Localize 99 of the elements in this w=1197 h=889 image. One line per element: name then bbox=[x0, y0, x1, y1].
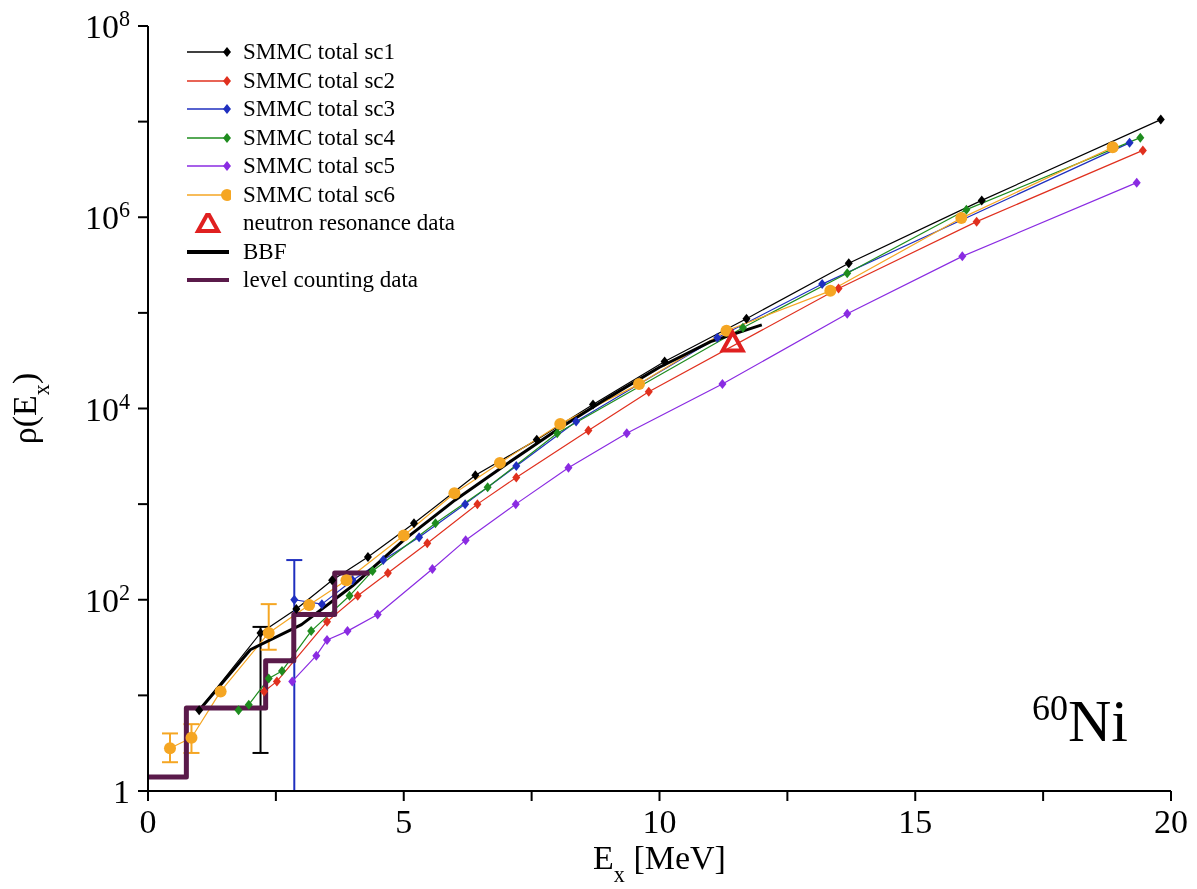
point bbox=[1125, 137, 1134, 148]
point bbox=[633, 378, 646, 391]
y-tick-label: 10$^{4}$ bbox=[84, 388, 130, 428]
point bbox=[195, 705, 204, 716]
point bbox=[589, 399, 597, 410]
point bbox=[383, 568, 392, 579]
point bbox=[644, 386, 653, 397]
point bbox=[260, 686, 269, 697]
point bbox=[448, 487, 461, 500]
legend-label: SMMC total sc2 bbox=[243, 66, 396, 95]
point bbox=[553, 428, 562, 439]
x-tick-label: 20 bbox=[1154, 803, 1188, 840]
legend-label: neutron resonance data bbox=[243, 209, 456, 237]
legend-label: level counting data bbox=[243, 266, 418, 294]
point bbox=[343, 626, 352, 637]
point bbox=[955, 212, 968, 225]
point bbox=[290, 594, 299, 605]
point bbox=[312, 650, 321, 661]
x-tick-label: 15 bbox=[898, 803, 933, 840]
point bbox=[718, 379, 727, 390]
point bbox=[234, 705, 243, 716]
x-tick-label: 0 bbox=[139, 803, 157, 840]
point bbox=[373, 609, 382, 620]
point bbox=[307, 626, 316, 637]
point bbox=[824, 284, 837, 297]
point bbox=[423, 538, 432, 549]
point bbox=[244, 699, 253, 710]
legend-label: SMMC total sc5 bbox=[243, 152, 396, 180]
legend-label: SMMC total sc1 bbox=[243, 38, 396, 66]
point bbox=[461, 535, 470, 546]
point bbox=[512, 461, 521, 472]
point bbox=[303, 599, 316, 612]
point bbox=[363, 551, 372, 562]
legend-label: SMMC total sc6 bbox=[243, 180, 396, 209]
point bbox=[843, 268, 852, 279]
y-tick-label: 1 bbox=[113, 773, 130, 810]
point bbox=[428, 563, 437, 574]
point bbox=[554, 417, 567, 430]
x-tick-label: 10 bbox=[642, 803, 677, 840]
point bbox=[1138, 145, 1147, 156]
point bbox=[323, 634, 332, 645]
y-tick-label: 10$^{6}$ bbox=[84, 196, 130, 237]
point bbox=[292, 604, 301, 615]
point bbox=[1132, 177, 1141, 188]
point bbox=[660, 356, 669, 367]
point bbox=[409, 518, 418, 529]
point bbox=[340, 574, 353, 587]
legend-label: SMMC total sc4 bbox=[243, 123, 396, 152]
point bbox=[278, 665, 287, 676]
point bbox=[958, 251, 967, 262]
point bbox=[511, 499, 520, 510]
point bbox=[164, 742, 176, 755]
point bbox=[264, 673, 273, 684]
point bbox=[272, 676, 281, 687]
point bbox=[214, 685, 227, 698]
point bbox=[368, 565, 377, 576]
point bbox=[622, 428, 631, 439]
point bbox=[1156, 114, 1165, 125]
point bbox=[962, 204, 971, 215]
point bbox=[1136, 132, 1145, 143]
annotation: $^{60}$Ni bbox=[1032, 687, 1128, 756]
point bbox=[818, 279, 827, 290]
point bbox=[1106, 141, 1119, 154]
legend-label: SMMC total sc3 bbox=[243, 95, 396, 123]
point bbox=[317, 599, 326, 610]
point bbox=[323, 616, 332, 627]
y-tick-label: 10$^{2}$ bbox=[84, 579, 130, 619]
point bbox=[977, 195, 986, 206]
x-tick-label: 5 bbox=[395, 803, 413, 840]
point bbox=[353, 590, 362, 601]
point bbox=[564, 462, 573, 473]
point bbox=[572, 416, 581, 427]
point bbox=[738, 322, 747, 333]
point bbox=[262, 626, 275, 639]
legend-label: BBF bbox=[243, 237, 287, 266]
point bbox=[397, 529, 410, 542]
point bbox=[512, 472, 521, 483]
point bbox=[972, 216, 981, 227]
point bbox=[584, 425, 593, 436]
point bbox=[328, 575, 337, 586]
point bbox=[185, 731, 198, 744]
point bbox=[415, 532, 424, 543]
y-tick-label: 10$^{8}$ bbox=[84, 5, 130, 45]
point bbox=[461, 499, 470, 510]
point bbox=[843, 308, 852, 319]
point bbox=[431, 518, 440, 529]
point bbox=[471, 470, 480, 481]
point bbox=[483, 482, 492, 493]
point bbox=[834, 283, 843, 294]
point bbox=[720, 330, 745, 353]
point bbox=[493, 456, 506, 469]
point bbox=[379, 555, 388, 566]
point bbox=[288, 676, 297, 687]
point bbox=[713, 332, 722, 343]
point bbox=[345, 590, 354, 601]
point bbox=[844, 258, 853, 269]
point bbox=[742, 313, 751, 324]
x-axis-title: E$_{x}$ [MeV] bbox=[593, 839, 726, 887]
point bbox=[473, 499, 482, 510]
